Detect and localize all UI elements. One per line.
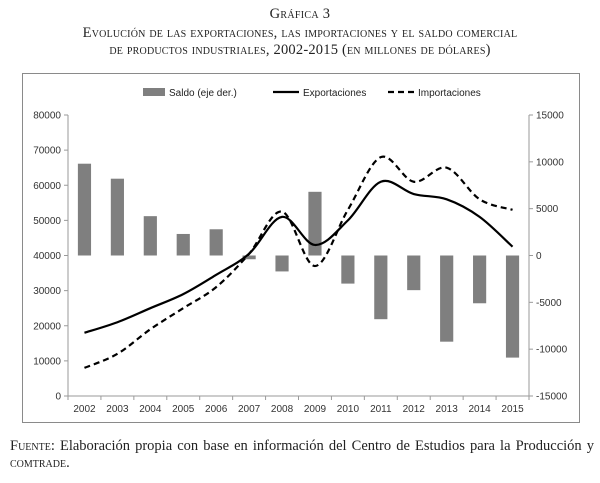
left-tick-label: 10000 bbox=[33, 356, 61, 367]
line-importaciones bbox=[84, 155, 513, 369]
bar-saldo-2007 bbox=[242, 255, 256, 260]
bar-saldo-2004 bbox=[143, 216, 157, 256]
chart-svg: Saldo (eje der.) Exportaciones Importacion… bbox=[33, 88, 568, 416]
legend-label-importaciones: Importaciones bbox=[418, 88, 481, 99]
x-tick-label: 2010 bbox=[337, 404, 360, 415]
source-text: Elaboración propia con base en informaci… bbox=[59, 438, 594, 454]
bar-saldo-2015 bbox=[505, 255, 520, 358]
x-tick-label: 2011 bbox=[370, 404, 392, 415]
left-tick-label: 0 bbox=[55, 392, 61, 403]
bar-saldo-2010 bbox=[341, 255, 355, 284]
axes: 0100002000030000400005000060000700008000… bbox=[33, 111, 567, 416]
source-prefix: Fuente: bbox=[10, 438, 55, 454]
x-tick-label: 2002 bbox=[73, 404, 96, 415]
bar-saldo-2009 bbox=[308, 191, 322, 256]
x-tick-label: 2007 bbox=[238, 404, 261, 415]
figure-title-line2: de productos industriales, 2002-2015 (en… bbox=[109, 42, 491, 58]
x-tick-label: 2003 bbox=[106, 404, 129, 415]
right-tick-label: -5000 bbox=[536, 298, 562, 309]
bar-saldo-2013 bbox=[440, 255, 454, 342]
legend-swatch-saldo bbox=[143, 88, 165, 96]
line-exportaciones bbox=[84, 179, 514, 334]
figure-title-line1: Evolución de las exportaciones, las impo… bbox=[82, 25, 518, 41]
lines bbox=[84, 155, 514, 369]
source-note: Fuente: Elaboración propia con base en i… bbox=[10, 438, 594, 472]
x-tick-label: 2014 bbox=[468, 404, 491, 415]
legend-label-saldo: Saldo (eje der.) bbox=[169, 88, 237, 99]
right-tick-label: 0 bbox=[536, 251, 542, 262]
right-tick-label: -15000 bbox=[536, 392, 568, 403]
left-tick-label: 60000 bbox=[33, 181, 61, 192]
x-tick-label: 2004 bbox=[139, 404, 162, 415]
x-tick-label: 2008 bbox=[271, 404, 294, 415]
source-suffix: comtrade. bbox=[10, 455, 70, 471]
left-tick-label: 70000 bbox=[33, 146, 61, 157]
bar-saldo-2011 bbox=[374, 255, 388, 320]
x-tick-label: 2015 bbox=[501, 404, 524, 415]
bar-saldo-2012 bbox=[407, 255, 421, 291]
right-tick-label: 5000 bbox=[536, 204, 559, 215]
legend-label-exportaciones: Exportaciones bbox=[303, 88, 366, 99]
chart-frame: Saldo (eje der.) Exportaciones Importacion… bbox=[22, 73, 580, 423]
right-tick-label: 15000 bbox=[536, 111, 564, 122]
left-tick-label: 40000 bbox=[33, 251, 61, 262]
left-tick-label: 80000 bbox=[33, 111, 61, 122]
right-tick-label: 10000 bbox=[536, 157, 564, 168]
right-tick-label: -10000 bbox=[536, 345, 568, 356]
x-tick-label: 2012 bbox=[403, 404, 426, 415]
x-tick-label: 2013 bbox=[436, 404, 459, 415]
bar-saldo-2014 bbox=[473, 255, 487, 304]
x-tick-label: 2009 bbox=[304, 404, 327, 415]
bar-saldo-2003 bbox=[110, 178, 124, 256]
x-tick-label: 2005 bbox=[172, 404, 195, 415]
legend: Saldo (eje der.) Exportaciones Importacion… bbox=[143, 88, 481, 99]
left-tick-label: 20000 bbox=[33, 321, 61, 332]
left-tick-label: 30000 bbox=[33, 286, 61, 297]
left-tick-label: 50000 bbox=[33, 216, 61, 227]
bar-saldo-2008 bbox=[275, 255, 289, 272]
bars-saldo bbox=[77, 163, 520, 358]
bar-saldo-2005 bbox=[176, 233, 190, 256]
bar-saldo-2002 bbox=[77, 163, 92, 256]
bar-saldo-2006 bbox=[209, 229, 223, 256]
figure-title: Evolución de las exportaciones, las impo… bbox=[0, 25, 600, 59]
x-tick-label: 2006 bbox=[205, 404, 228, 415]
figure-label: Gráfica 3 bbox=[269, 6, 331, 22]
